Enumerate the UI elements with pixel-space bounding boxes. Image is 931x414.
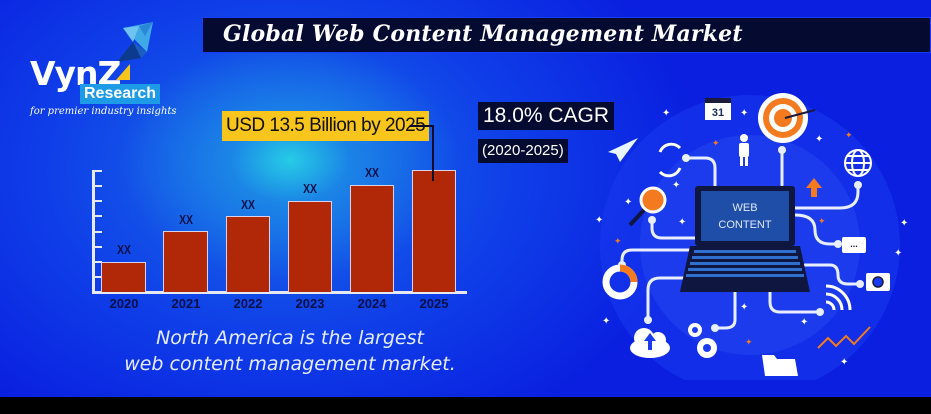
page-title: Global Web Content Management Market (223, 21, 743, 47)
paper-plane-icon (608, 138, 638, 162)
bar-2024 (350, 185, 394, 292)
cagr-badge: 18.0% CAGR (478, 102, 615, 130)
bar-2025 (412, 170, 456, 292)
footer-bar (0, 397, 931, 414)
laptop-icon: WEB CONTENT (680, 186, 810, 292)
svg-text:✦: ✦ (800, 317, 808, 328)
svg-text:WEB: WEB (732, 202, 757, 214)
x-tick-label: 2025 (419, 296, 449, 311)
bar-2021 (163, 231, 208, 292)
globe-icon (844, 149, 872, 177)
title-banner: Global Web Content Management Market (202, 17, 931, 53)
trend-line-icon (817, 326, 871, 349)
refresh-icon (658, 142, 682, 178)
svg-text:✦: ✦ (712, 139, 720, 149)
svg-text:✦: ✦ (745, 338, 753, 348)
svg-text:✦: ✦ (678, 217, 686, 228)
cagr-period: (2020-2025) (478, 139, 568, 163)
region-note-line2: web content management market. (124, 353, 456, 375)
wifi-icon (825, 284, 852, 311)
bar-value-label: XX (303, 181, 317, 196)
svg-text:✦: ✦ (602, 316, 610, 327)
svg-text:✦: ✦ (845, 131, 853, 141)
callout-connector (410, 125, 434, 127)
svg-text:✦: ✦ (624, 197, 632, 208)
svg-text:✦: ✦ (770, 368, 778, 379)
svg-text:✦: ✦ (818, 217, 826, 227)
bar-chart: XX XX XX XX XX 2020 2021 2022 2023 2024 … (0, 0, 480, 320)
callout-connector (432, 125, 434, 181)
svg-text:31: 31 (712, 107, 724, 119)
svg-text:✦: ✦ (894, 248, 902, 259)
x-tick-label: 2020 (109, 296, 139, 311)
folder-icon (762, 355, 798, 376)
logo-research-badge: Research (80, 84, 161, 104)
y-tick (92, 170, 102, 172)
donut-chart-icon (602, 264, 638, 300)
x-tick-label: 2024 (357, 296, 387, 311)
region-note-line1: North America is the largest (156, 327, 424, 349)
bar-value-label: XX (365, 165, 379, 180)
y-tick (92, 231, 102, 233)
bar-value-label: XX (117, 242, 131, 257)
person-icon (739, 134, 749, 166)
y-tick (92, 185, 102, 187)
y-tick (92, 261, 102, 263)
logo-tagline: for premier industry insights (30, 106, 177, 117)
svg-text:✦: ✦ (672, 180, 680, 191)
bar-value-label: XX (241, 197, 255, 212)
target-icon (758, 93, 816, 143)
bar-2020 (101, 262, 146, 292)
chat-icon: ... (842, 237, 866, 253)
svg-text:✦: ✦ (840, 357, 848, 368)
x-axis (92, 291, 467, 294)
svg-text:✦: ✦ (740, 108, 748, 119)
bar-value-label: XX (179, 212, 193, 227)
calendar-icon: 31 (705, 98, 731, 120)
region-note: North America is the largest web content… (100, 325, 480, 377)
svg-text:✦: ✦ (740, 302, 748, 313)
svg-text:✦: ✦ (900, 218, 908, 229)
market-size-callout: USD 13.5 Billion by 2025 (222, 111, 430, 141)
y-tick (92, 200, 102, 202)
x-tick-label: 2023 (295, 296, 325, 311)
y-tick (92, 246, 102, 248)
x-tick-label: 2021 (171, 296, 201, 311)
svg-text:✦: ✦ (595, 215, 603, 226)
svg-text:CONTENT: CONTENT (718, 219, 771, 231)
cloud-upload-icon (630, 328, 670, 358)
camera-icon (866, 273, 890, 291)
bar-2022 (226, 216, 270, 292)
bar-2023 (288, 201, 332, 292)
y-tick (92, 215, 102, 217)
arrow-up-icon (806, 178, 822, 197)
svg-text:✦: ✦ (815, 134, 823, 145)
search-icon (628, 186, 667, 227)
web-content-illustration: WEB CONTENT 31 (595, 93, 908, 380)
vynz-logo: VynZ Research for premier industry insig… (20, 18, 177, 118)
y-tick (92, 276, 102, 278)
logo-arrow-icon (117, 22, 153, 62)
logo-z-accent-icon (116, 64, 130, 80)
svg-text:...: ... (850, 239, 858, 249)
svg-text:✦: ✦ (662, 108, 670, 119)
svg-text:✦: ✦ (614, 237, 622, 247)
x-tick-label: 2022 (233, 296, 263, 311)
